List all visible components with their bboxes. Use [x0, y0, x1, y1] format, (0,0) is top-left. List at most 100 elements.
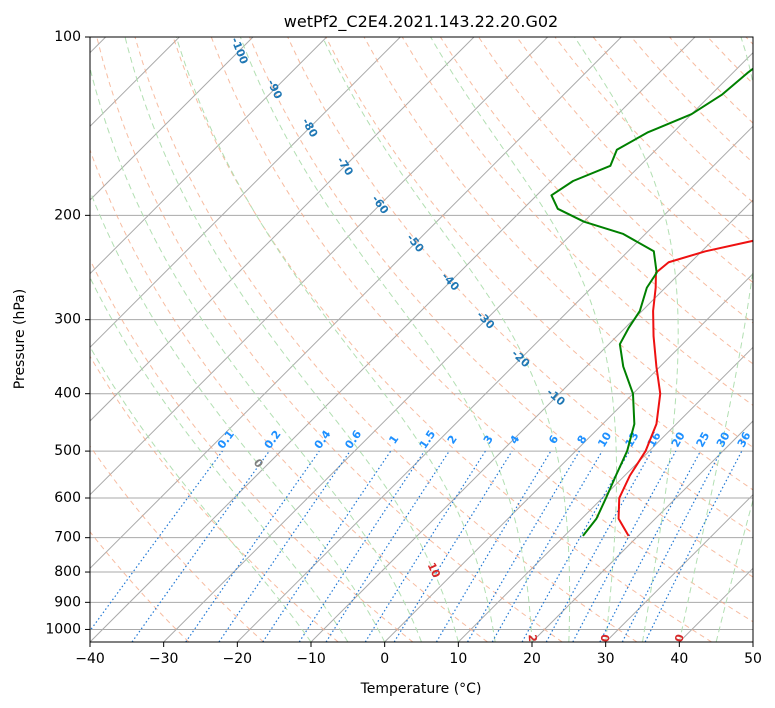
- mixing-ratio-label: 30: [714, 430, 733, 450]
- mixing-ratio-line: [644, 450, 743, 642]
- mixing-ratio-label: 10: [595, 429, 614, 449]
- moist-adiabat-label: 30: [598, 633, 613, 650]
- dry-adiabat-line: [401, 37, 753, 406]
- x-axis-tick-label: 0: [380, 651, 389, 667]
- moist-adiabat-line: [752, 640, 753, 642]
- isotherm-gridline: [90, 37, 401, 349]
- isotherm-gridline: [163, 51, 753, 642]
- dry-adiabat-line: [287, 37, 753, 534]
- dry-adiabat-line: [96, 37, 563, 642]
- dry-adiabat-line: [745, 37, 753, 45]
- dewpoint-profile-line: [550, 67, 753, 537]
- moist-adiabat-line: [90, 66, 422, 642]
- mixing-ratio-label: 0.6: [342, 428, 364, 452]
- temperature-profile-line: [617, 239, 753, 537]
- mixing-ratio-line: [466, 450, 580, 642]
- x-axis-tick-label: 10: [449, 651, 467, 667]
- mixing-ratio-label: 0.1: [215, 428, 237, 451]
- isotherm-gridline: [90, 37, 254, 201]
- mixing-ratio-label: 3: [481, 433, 496, 446]
- y-axis-tick-label: 700: [54, 530, 81, 546]
- isotherm-gridline: [90, 37, 696, 642]
- moist-adiabat-line: [90, 276, 349, 642]
- mixing-ratio-line: [572, 450, 677, 642]
- mixing-ratio-line: [545, 450, 653, 642]
- mixing-ratio-label: 25: [694, 430, 713, 450]
- mixing-ratio-line: [521, 450, 631, 642]
- dry-adiabat-line: [90, 355, 339, 642]
- background-lines: [90, 37, 753, 642]
- mixing-ratio-line: [364, 450, 486, 642]
- chart-title: wetPf2_C2E4.2021.143.22.20.G02: [284, 12, 558, 32]
- moist-adiabat-line: [90, 189, 386, 642]
- moist-adiabat-line: [715, 498, 753, 642]
- x-axis-tick-label: −10: [296, 651, 326, 667]
- mixing-ratio-label: 6: [546, 433, 561, 447]
- isotherm-gridline: [531, 420, 753, 642]
- mixing-ratio-line: [393, 450, 513, 642]
- isotherm-gridline: [605, 493, 753, 642]
- dry-adiabat-line: [439, 37, 753, 365]
- isotherm-gridline: [236, 125, 753, 642]
- x-axis-tick-label: −40: [75, 651, 105, 667]
- isotherm-gridline: [90, 37, 475, 422]
- mixing-ratio-label: 36: [735, 430, 754, 450]
- mixing-ratio-label: 0.2: [262, 428, 284, 451]
- isotherm-gridline: [90, 37, 328, 275]
- y-axis-tick-label: 500: [54, 443, 81, 459]
- isotherm-gridline: [384, 272, 753, 642]
- moist-adiabat-line: [124, 37, 459, 642]
- y-axis-tick-label: 100: [54, 29, 81, 45]
- dry-adiabat-line: [592, 37, 753, 203]
- mixing-ratio-label: 4: [507, 433, 522, 447]
- mixing-ratio-line: [185, 450, 320, 642]
- y-axis-tick-label: 300: [54, 312, 81, 328]
- dry-adiabat-line: [249, 37, 753, 578]
- dry-adiabat-line: [90, 445, 264, 642]
- series-layer: [550, 67, 753, 537]
- dry-adiabat-label: -100: [228, 36, 251, 67]
- x-axis-tick-label: 30: [597, 651, 615, 667]
- mixing-ratio-line: [90, 450, 223, 632]
- mixing-ratio-label: 0.4: [312, 428, 334, 452]
- moist-adiabat-line: [574, 37, 679, 642]
- x-axis-tick-label: 20: [523, 651, 541, 667]
- isotherm-gridline: [678, 567, 753, 642]
- dry-adiabat-line: [554, 37, 753, 243]
- axes-layer: −40 −30 −20 −10 0 10 20 30 40 5010020030040050060…: [45, 29, 762, 667]
- dry-adiabat-line: [325, 37, 753, 491]
- plot-frame: [89, 36, 754, 643]
- mixing-ratio-label: 8: [575, 433, 590, 446]
- mixing-ratio-label: 20: [669, 429, 688, 449]
- isotherm-gridline: [90, 37, 622, 570]
- y-axis-tick-label: 1000: [45, 621, 81, 637]
- mixing-ratio-line: [298, 450, 425, 642]
- dry-adiabat-line: [707, 37, 753, 85]
- y-axis-label: Pressure (hPa): [12, 289, 28, 389]
- mixing-ratio-line: [262, 450, 392, 642]
- isotherm-gridline: [90, 37, 549, 496]
- x-axis-tick-label: 40: [670, 651, 688, 667]
- y-axis-tick-label: 200: [54, 207, 81, 223]
- dry-adiabat-line: [516, 37, 753, 284]
- mixing-ratio-line: [218, 450, 351, 642]
- dry-adiabat-line: [669, 37, 753, 124]
- dry-adiabat-line: [134, 37, 638, 642]
- mixing-ratio-label: 1.5: [417, 428, 439, 451]
- y-axis-tick-label: 600: [54, 490, 81, 506]
- mixing-ratio-line: [131, 450, 270, 642]
- mixing-ratio-line: [325, 450, 450, 642]
- dry-adiabat-line: [90, 531, 190, 642]
- y-axis-tick-label: 900: [54, 594, 81, 610]
- dry-adiabat-line: [90, 258, 414, 642]
- dry-adiabat-line: [172, 37, 712, 642]
- x-axis-tick-label: −30: [149, 651, 179, 667]
- y-axis-tick-label: 800: [54, 564, 81, 580]
- moist-adiabat-label: 10: [425, 561, 443, 581]
- x-axis-tick-label: −20: [223, 651, 253, 667]
- isotherm-gridline: [457, 346, 753, 642]
- mixing-ratio-label: 2: [445, 433, 460, 447]
- isotherm-gridline: [310, 199, 753, 642]
- moist-adiabat-line: [239, 37, 533, 642]
- background-labels: -100-90-80-70-60-50-40-30-20-100.1 0.2 0.4…: [215, 36, 754, 650]
